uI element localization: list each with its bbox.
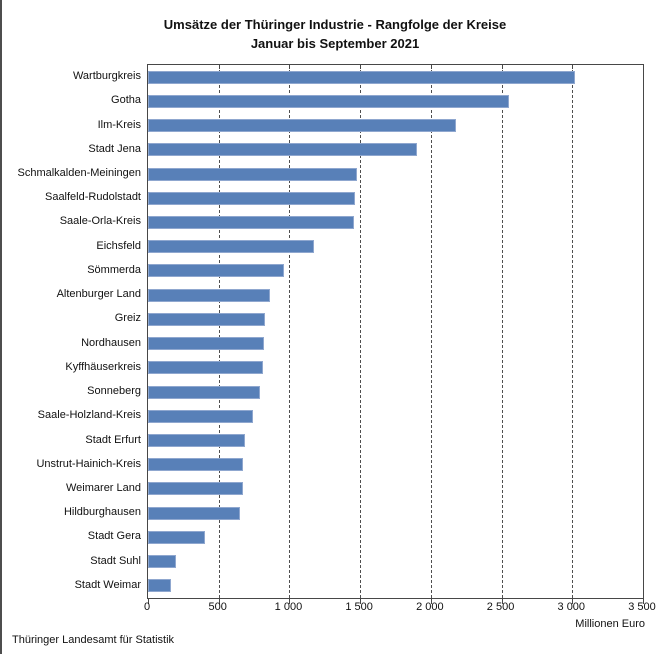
bar [148,506,240,520]
category-label: Unstrut-Hainich-Kreis [36,457,141,470]
bar [148,264,284,278]
axis-tick [218,598,220,604]
gridline [430,65,432,598]
axis-tick [218,65,220,69]
axis-tick [360,65,362,69]
plot-area [147,64,644,604]
category-label: Greiz [114,312,141,325]
x-tick-label: 3 000 [557,601,586,613]
bar [148,409,253,423]
x-tick-labels: 0 500 1 000 1 500 2 000 2 500 3 000 3 500 [143,601,656,615]
bar [148,361,263,375]
category-label: Schmalkalden-Meiningen [17,167,141,180]
category-label: Stadt Weimar [74,578,141,591]
axis-tick [430,65,432,69]
chart-title-line1: Umsätze der Thüringer Industrie - Rangfo… [163,17,507,32]
category-label: Saale-Orla-Kreis [59,215,141,228]
category-label: Nordhausen [81,336,141,349]
axis-tick [572,598,574,604]
axis-tick [643,598,644,604]
category-label: Saalfeld-Rudolstadt [44,191,141,204]
category-label: Stadt Suhl [90,554,141,567]
gridline [360,65,362,598]
bar [148,94,510,108]
bar [148,119,457,133]
x-tick-label: 1 000 [274,601,303,613]
x-tick-label: 3 500 [628,601,656,613]
axis-tick [289,598,291,604]
bar [148,385,260,399]
chart-title-line2: Januar bis September 2021 [250,36,420,51]
bar [148,579,172,593]
category-label: Kyffhäuserkreis [65,360,141,373]
bar [148,530,206,544]
x-tick-label: 2 500 [486,601,515,613]
gridline [289,65,291,598]
x-tick-label: 2 000 [416,601,444,613]
category-label: Stadt Erfurt [85,433,141,446]
gridline [501,65,503,598]
category-label: Wartburgkreis [72,70,141,83]
axis-tick [360,598,362,604]
x-tick-label: 0 [143,601,151,613]
bar [148,482,243,496]
bar [148,312,266,326]
category-label: Sömmerda [87,263,141,276]
category-label: Stadt Gera [87,530,141,543]
category-label: Sonneberg [87,385,141,398]
gridline [218,65,220,598]
category-label: Stadt Jena [88,142,141,155]
category-label: Eichsfeld [96,239,141,252]
axis-tick [501,65,503,69]
category-label: Altenburger Land [56,288,141,301]
bar [148,191,356,205]
gridline [572,65,574,598]
category-label: Ilm-Kreis [97,118,141,131]
x-tick-label: 1 500 [345,601,373,613]
chart-title: Umsätze der Thüringer Industrie - Rangfo… [2,15,668,53]
bar [148,167,357,181]
source-label: Thüringer Landesamt für Statistik [12,634,175,646]
x-tick-label: 500 [208,601,227,613]
bar [148,215,354,229]
axis-tick [501,598,503,604]
category-label: Weimarer Land [66,481,141,494]
bar [148,458,244,472]
bar [148,288,270,302]
axis-tick [430,598,432,604]
category-label: Hildburghausen [63,506,141,519]
bar [148,240,315,254]
category-label: Gotha [111,94,141,107]
bar [148,70,576,84]
bar [148,555,176,569]
axis-tick [148,598,149,604]
category-label: Saale-Holzland-Kreis [37,409,141,422]
category-labels: Wartburgkreis Gotha Ilm-Kreis Stadt Jena Sch… [2,64,141,597]
axis-tick [572,65,574,69]
axis-tick [289,65,291,69]
bar [148,143,418,157]
x-axis-unit-label: Millionen Euro [575,618,645,630]
bar [148,434,245,448]
bar [148,337,264,351]
